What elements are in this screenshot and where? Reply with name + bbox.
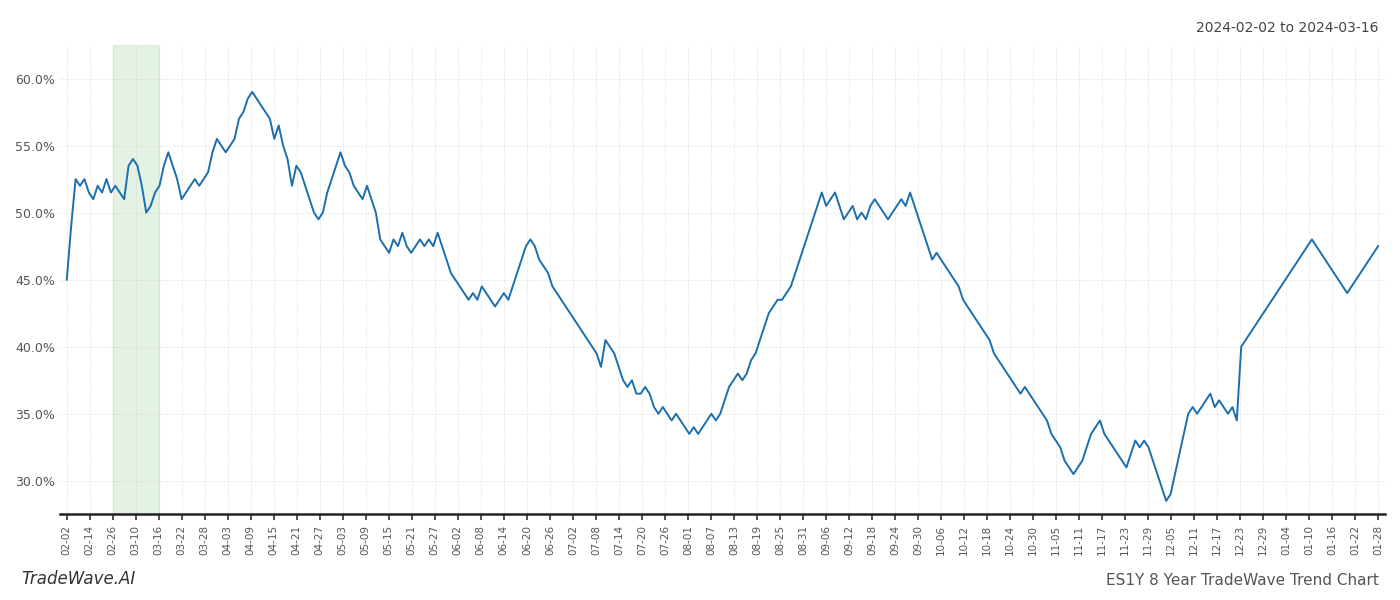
Text: ES1Y 8 Year TradeWave Trend Chart: ES1Y 8 Year TradeWave Trend Chart [1106,573,1379,588]
Text: 2024-02-02 to 2024-03-16: 2024-02-02 to 2024-03-16 [1197,21,1379,35]
Bar [113,45,158,514]
Text: TradeWave.AI: TradeWave.AI [21,570,136,588]
